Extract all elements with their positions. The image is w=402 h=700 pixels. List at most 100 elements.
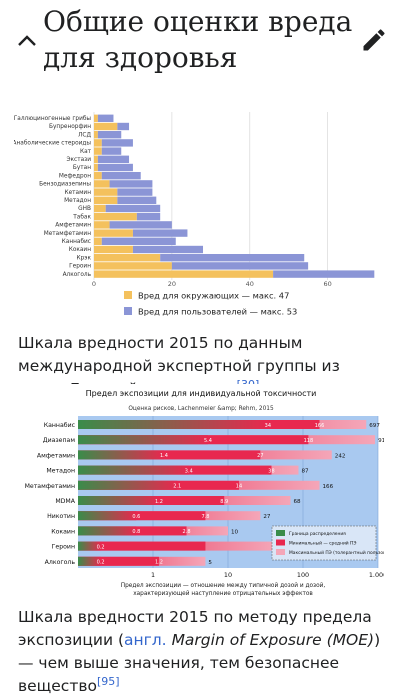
category-label: Анаболические стероиды — [14, 141, 91, 147]
legend-swatch — [276, 539, 285, 546]
bar-min-mid-exposure — [78, 511, 206, 521]
bar-max-label: 14 — [236, 484, 242, 490]
bar-end-label: 242 — [335, 453, 346, 459]
pencil-icon — [363, 29, 385, 51]
bar-others — [94, 221, 110, 229]
bar-users — [101, 147, 122, 155]
category-label: Каннабис — [62, 239, 91, 245]
bar-others — [94, 270, 274, 278]
bar-users — [101, 172, 141, 180]
bar-users — [117, 196, 157, 204]
bar-others — [94, 196, 118, 204]
chart-title: Предел экспозиции для индивидуальной ток… — [86, 389, 317, 398]
bar-others — [94, 237, 102, 245]
category-label: GHB — [78, 206, 91, 212]
language-link[interactable]: англ. — [124, 631, 167, 649]
bar-end-label: 10 — [231, 529, 239, 535]
category-label: Метамфетамин — [44, 231, 91, 237]
bar-others — [94, 262, 172, 270]
category-label: Кат — [80, 149, 92, 155]
category-label: Амфетамин — [55, 223, 91, 229]
x-tick-label: 1 — [151, 571, 155, 579]
bar-users — [109, 221, 172, 229]
bar-others — [94, 163, 98, 172]
bar-min-mid-exposure — [78, 450, 261, 460]
bar-max-label: 166 — [315, 423, 325, 429]
bar-end-label: 68 — [293, 499, 301, 505]
x-tick-label: 20 — [168, 280, 176, 288]
bar-mid-label: 0.2 — [97, 560, 105, 566]
bar-users — [101, 139, 133, 147]
legend-label: Граница распределения — [289, 531, 346, 537]
bar-users — [105, 204, 161, 213]
bar-max-label: 118 — [304, 438, 314, 444]
figure-exposure-margin[interactable]: Предел экспозиции для индивидуальной ток… — [18, 384, 401, 600]
category-label: Табак — [72, 214, 91, 220]
category-label: Героин — [52, 544, 75, 551]
section-header: Общие оценки вреда для здоровья — [0, 0, 402, 80]
bar-users — [97, 163, 133, 172]
category-label: Экстази — [66, 157, 91, 163]
x-tick-label: 1.000 — [369, 571, 384, 579]
category-label: Крэк — [77, 255, 92, 261]
bar-others — [94, 131, 98, 139]
category-label: Алкоголь — [45, 559, 76, 566]
bar-max-label: 1.2 — [155, 560, 163, 566]
bar-mid-label: 0.6 — [132, 514, 140, 520]
bar-mid-label: 5.4 — [204, 438, 212, 444]
bar-mid-label: 3.4 — [185, 468, 193, 474]
bar-users — [132, 245, 204, 254]
bar-users — [97, 114, 114, 122]
collapse-section-button[interactable] — [14, 30, 40, 52]
legend-label: Максимальный ПЭ (толерантный пользовател… — [289, 549, 384, 556]
bar-others — [94, 155, 98, 163]
bar-users — [136, 213, 161, 221]
x-tick-label: 100 — [297, 571, 309, 579]
bar-others — [94, 139, 102, 147]
edit-section-button[interactable] — [360, 26, 388, 54]
category-label: Бензодиазепины — [39, 182, 91, 188]
bar-users — [160, 254, 305, 262]
bar-end-label: 914 — [378, 438, 384, 444]
bar-max-label: 7.8 — [201, 514, 209, 520]
bar-mid-label: 2.1 — [173, 484, 181, 490]
category-label: MDMA — [55, 498, 75, 505]
chart-harm-scale: Галлюциногенные грибы Бупренорфин ЛСД Анабо… — [13, 100, 388, 330]
category-label: Метадон — [64, 198, 91, 204]
category-label: Кетамин — [64, 190, 91, 196]
bar-others — [94, 172, 102, 180]
bar-mid-label: 0.8 — [132, 529, 140, 535]
bar-mid-label: 1.2 — [155, 499, 163, 505]
category-label: Бутан — [73, 165, 91, 171]
category-label: Алкоголь — [63, 272, 92, 278]
category-label: Никотин — [47, 513, 75, 520]
x-tick-label: 10 — [224, 571, 232, 579]
bar-others — [94, 122, 118, 131]
bar-others — [94, 229, 133, 237]
legend-swatch — [276, 549, 285, 555]
bar-distribution — [78, 511, 137, 521]
bar-users — [101, 237, 176, 245]
chevron-up-icon — [18, 35, 36, 46]
bar-others — [94, 213, 137, 221]
bar-others — [94, 180, 110, 188]
category-label: Каннабис — [44, 421, 76, 429]
bar-users — [117, 188, 153, 196]
bar-others — [94, 204, 106, 213]
bar-mid-label: 1.4 — [160, 453, 168, 459]
bar-others — [94, 147, 102, 155]
x-tick-label: 0 — [92, 280, 96, 288]
bar-users — [117, 122, 130, 131]
figure-harm-scale[interactable]: Галлюциногенные грибы Бупренорфин ЛСД Анабо… — [13, 100, 388, 330]
bar-others — [94, 254, 161, 262]
legend-swatch — [124, 307, 132, 315]
bar-users — [171, 262, 309, 270]
category-label: Метамфетамин — [25, 483, 75, 490]
reference-link[interactable]: [95] — [96, 674, 120, 688]
bar-users — [97, 131, 122, 139]
bar-end-label: 27 — [263, 514, 271, 520]
legend-label: Вред для окружающих — макс. 47 — [138, 291, 289, 301]
caption-italic-term: Margin of Exposure (MOE) — [171, 631, 375, 649]
bar-mid-label: 34 — [265, 423, 271, 429]
bar-others — [94, 114, 98, 122]
